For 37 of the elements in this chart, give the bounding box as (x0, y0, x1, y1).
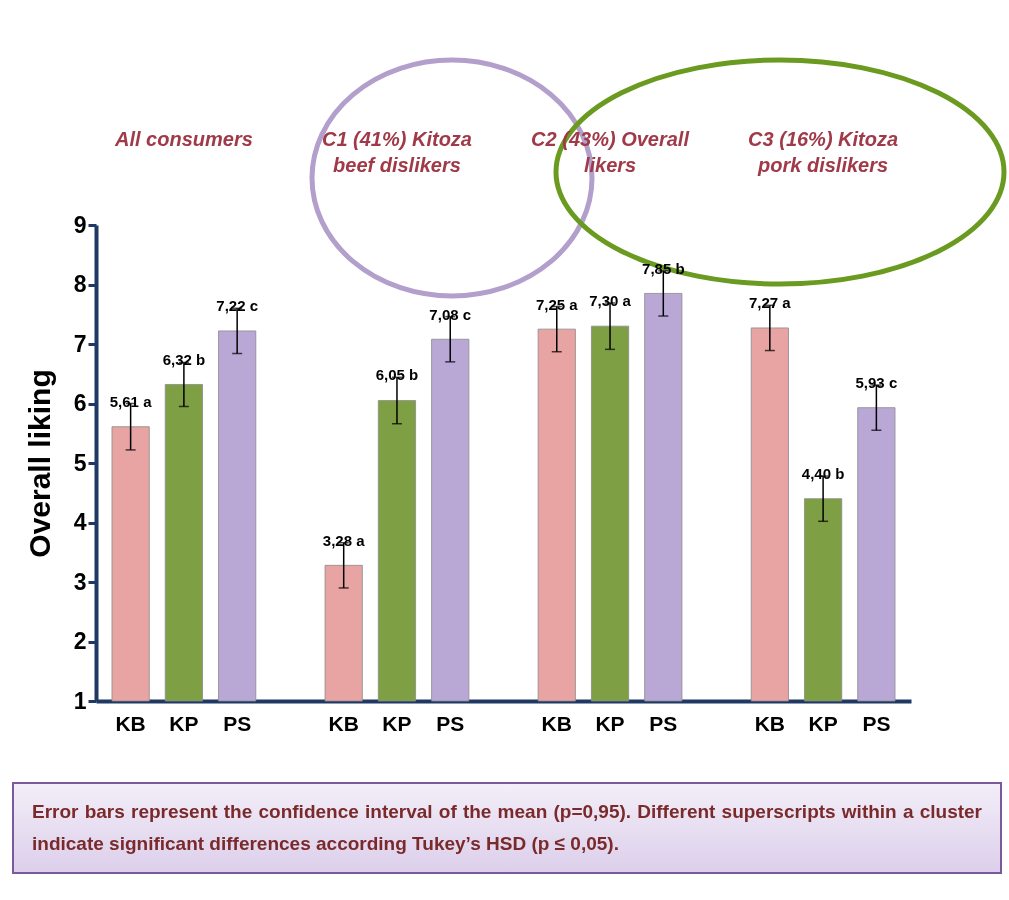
data-label: 3,28 a (322, 531, 366, 549)
data-label: 4,40 b (801, 465, 845, 483)
text: Error bars represent the confidence interval of the mean (p=0,95). Different superscripts within a cluster indicate significant differences according Tukey’s HSD (p ≤ 0,05). (12, 782, 1002, 874)
x-tick-label: PS (436, 711, 465, 735)
y-tick-label: 1 (73, 687, 87, 714)
y-tick-label: 6 (73, 390, 87, 416)
x-tick-label: KB (541, 711, 572, 735)
text: C3 (16%) Kitoza pork dislikers (748, 128, 899, 176)
y-tick-label: 5 (73, 449, 87, 476)
data-label: 7,27 a (748, 294, 792, 312)
x-tick-label: KP (169, 711, 199, 735)
y-tick-label: 8 (73, 271, 87, 297)
x-tick-label: KP (382, 711, 412, 735)
y-axis-title: Overall liking (22, 369, 56, 558)
x-tick-label: KB (115, 711, 146, 735)
text: C1 (41%) Kitoza beef dislikers (321, 128, 472, 176)
y-tick-label: 7 (73, 330, 87, 357)
x-tick-label: PS (649, 711, 678, 735)
x-tick-label: KB (754, 711, 786, 735)
data-label: 7,30 a (589, 291, 632, 309)
data-label: 5,93 c (855, 374, 898, 392)
data-label: 6,32 b (162, 351, 206, 369)
y-tick-label: 4 (73, 509, 87, 535)
data-label: 6,05 b (375, 366, 419, 384)
x-tick-label: PS (862, 711, 891, 735)
x-tick-label: KB (328, 711, 359, 735)
data-label: 7,22 c (216, 297, 259, 315)
data-label: 7,25 a (535, 295, 579, 313)
x-tick-label: KP (595, 711, 625, 735)
data-label: 5,61 a (109, 392, 153, 410)
text: All consumers (113, 128, 253, 150)
y-tick-label: 9 (73, 211, 87, 238)
x-tick-label: KP (808, 711, 838, 735)
y-tick-label: 2 (73, 628, 87, 654)
y-tick-label: 3 (73, 568, 87, 595)
x-tick-label: PS (223, 711, 252, 735)
data-label: 7,08 c (429, 305, 472, 323)
